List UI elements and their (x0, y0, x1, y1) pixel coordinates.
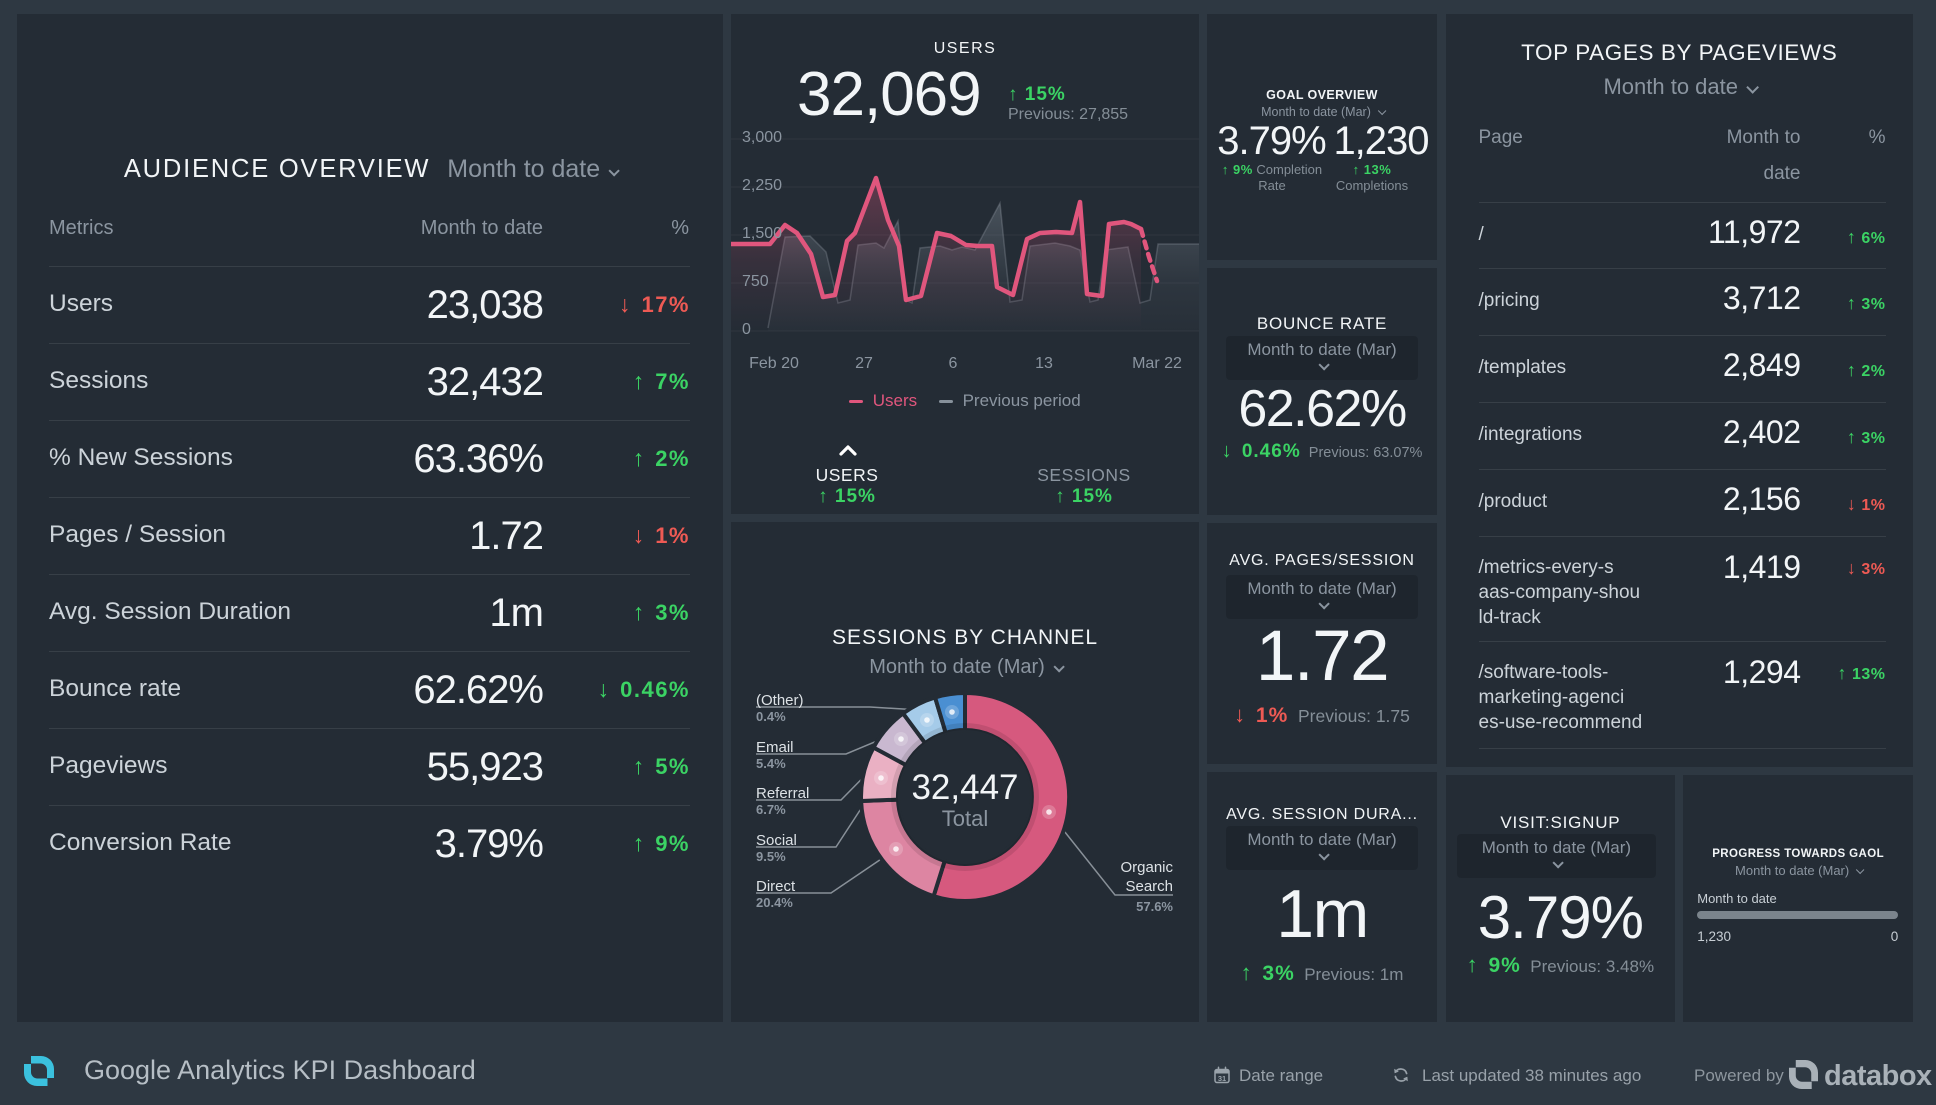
svg-text:31: 31 (1218, 1074, 1226, 1083)
